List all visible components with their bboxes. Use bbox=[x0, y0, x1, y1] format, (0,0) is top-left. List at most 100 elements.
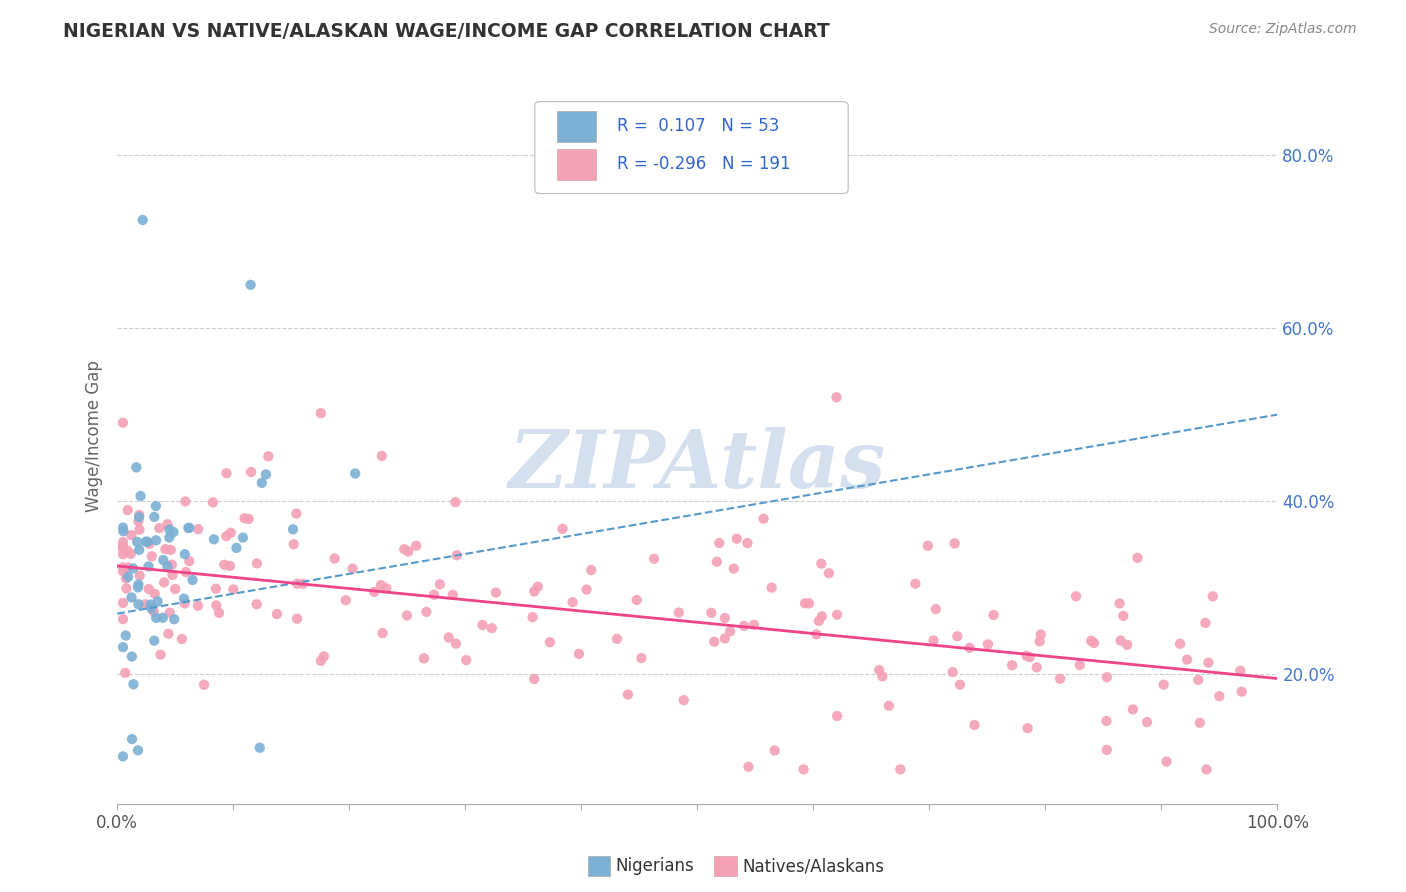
Point bbox=[257, 450, 280, 464]
Point bbox=[162, 568, 184, 582]
Point bbox=[135, 534, 157, 549]
Point bbox=[471, 618, 494, 632]
Point bbox=[177, 521, 200, 535]
Point bbox=[129, 489, 152, 503]
Point bbox=[122, 561, 145, 575]
Point bbox=[370, 578, 392, 592]
Point bbox=[115, 582, 138, 596]
Point bbox=[742, 617, 765, 632]
Point bbox=[1049, 672, 1071, 686]
Point bbox=[943, 536, 966, 550]
Point bbox=[522, 610, 544, 624]
Point bbox=[121, 591, 143, 605]
Point bbox=[818, 566, 841, 581]
Point bbox=[1064, 590, 1087, 604]
Point bbox=[1208, 690, 1230, 704]
Point bbox=[617, 688, 640, 702]
Point bbox=[266, 607, 288, 621]
Point bbox=[413, 651, 436, 665]
Point bbox=[238, 512, 260, 526]
Point bbox=[437, 631, 460, 645]
Point bbox=[246, 597, 269, 611]
Point bbox=[1187, 673, 1209, 687]
Point bbox=[868, 663, 890, 677]
Point bbox=[285, 507, 308, 521]
Point bbox=[1175, 652, 1198, 666]
Point bbox=[312, 649, 335, 664]
Point bbox=[1109, 633, 1132, 648]
Point bbox=[146, 594, 169, 608]
Point bbox=[889, 763, 911, 777]
Point bbox=[117, 570, 139, 584]
Point bbox=[145, 499, 167, 513]
Point bbox=[215, 467, 238, 481]
Text: R =  0.107   N = 53: R = 0.107 N = 53 bbox=[617, 117, 779, 136]
Point bbox=[668, 606, 690, 620]
Point bbox=[138, 582, 160, 596]
Point bbox=[709, 536, 731, 550]
Point bbox=[111, 560, 134, 574]
Point bbox=[233, 511, 256, 525]
Point bbox=[714, 632, 737, 646]
Point bbox=[703, 634, 725, 648]
Point bbox=[309, 406, 332, 420]
Point bbox=[246, 557, 269, 571]
Point bbox=[1018, 650, 1040, 665]
FancyBboxPatch shape bbox=[534, 102, 848, 194]
Point bbox=[111, 540, 134, 554]
Point bbox=[121, 732, 143, 747]
Point bbox=[143, 587, 166, 601]
Point bbox=[1001, 658, 1024, 673]
Point bbox=[111, 416, 134, 430]
Point bbox=[250, 475, 273, 490]
Point bbox=[120, 528, 142, 542]
Point bbox=[942, 665, 965, 680]
Point bbox=[1122, 702, 1144, 716]
Point bbox=[134, 597, 156, 611]
Point bbox=[111, 521, 134, 535]
Point bbox=[254, 467, 277, 482]
Point bbox=[700, 606, 723, 620]
Point bbox=[1080, 633, 1102, 648]
Point bbox=[136, 534, 159, 549]
Point bbox=[1194, 615, 1216, 630]
Point bbox=[115, 572, 138, 586]
Point bbox=[1069, 658, 1091, 673]
Point bbox=[156, 517, 179, 532]
Point bbox=[575, 582, 598, 597]
Point bbox=[323, 551, 346, 566]
Point bbox=[155, 542, 177, 557]
Point bbox=[240, 465, 263, 479]
Point bbox=[142, 605, 165, 619]
Point bbox=[523, 584, 546, 599]
Point bbox=[485, 585, 508, 599]
Point bbox=[763, 743, 786, 757]
Point bbox=[143, 633, 166, 648]
Text: Nigerians: Nigerians bbox=[616, 857, 695, 875]
Point bbox=[1028, 634, 1050, 648]
Point bbox=[128, 510, 150, 524]
Bar bbox=[557, 149, 596, 179]
Point bbox=[225, 541, 247, 555]
Text: ZIPAtlas: ZIPAtlas bbox=[509, 427, 886, 504]
Point bbox=[714, 611, 737, 625]
Point bbox=[706, 555, 728, 569]
Point bbox=[111, 640, 134, 655]
Point bbox=[526, 580, 548, 594]
Point bbox=[125, 460, 148, 475]
Point bbox=[202, 533, 225, 547]
Point bbox=[371, 626, 394, 640]
Point bbox=[157, 531, 180, 545]
Point bbox=[1202, 590, 1225, 604]
Point bbox=[111, 541, 134, 556]
Point bbox=[1168, 637, 1191, 651]
Point bbox=[160, 558, 183, 572]
Point bbox=[444, 495, 467, 509]
Point bbox=[810, 557, 832, 571]
Point bbox=[120, 547, 142, 561]
Point bbox=[1095, 670, 1118, 684]
Point bbox=[132, 213, 155, 227]
Point bbox=[111, 596, 134, 610]
Point bbox=[723, 561, 745, 575]
Point bbox=[174, 494, 197, 508]
